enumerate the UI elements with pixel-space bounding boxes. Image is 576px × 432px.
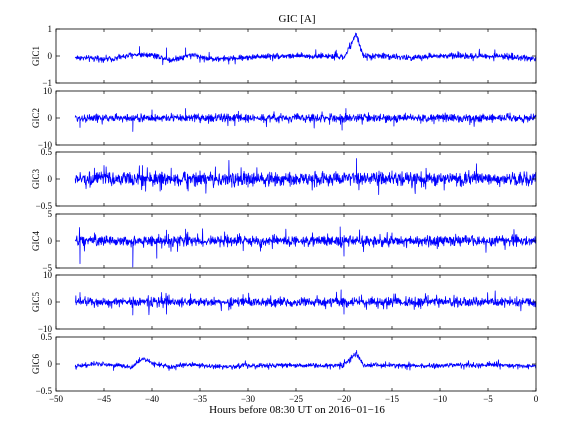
y-tick-label: 10 — [43, 270, 53, 280]
y-tick-label: 0 — [48, 236, 53, 246]
y-tick-label: 0 — [48, 297, 53, 307]
y-tick-label: 5 — [48, 209, 53, 219]
x-tick-label: −25 — [289, 394, 304, 404]
panel-frame — [55, 336, 537, 392]
chart-title: GIC [A] — [279, 13, 316, 25]
x-tick-label: −20 — [337, 394, 352, 404]
x-tick-label: −45 — [97, 394, 112, 404]
panel-1: 1 0 −1 GIC1 — [31, 24, 537, 88]
panel-5: 10 0 −10 GIC5 — [31, 270, 537, 334]
series-line-gic2 — [74, 108, 537, 132]
y-axis-label: GIC2 — [31, 108, 41, 128]
series-line-gic1 — [74, 32, 537, 66]
y-tick-label: 0 — [48, 174, 53, 184]
y-tick-label: −0.5 — [36, 201, 53, 211]
y-tick-label: 1 — [48, 24, 53, 34]
panel-3: 0.5 0 −0.5 GIC3 — [31, 147, 537, 211]
series-line-gic5 — [74, 289, 537, 316]
panel-2: 10 0 −10 GIC2 — [31, 86, 537, 150]
series-line-gic4 — [74, 226, 537, 268]
y-tick-label: −10 — [38, 324, 53, 334]
y-tick-label: −5 — [42, 263, 52, 273]
y-tick-label: 0 — [48, 51, 53, 61]
y-tick-label: −1 — [42, 78, 52, 88]
x-tick-label: −30 — [241, 394, 256, 404]
y-axis-label: GIC6 — [31, 354, 41, 374]
y-axis-label: GIC5 — [31, 292, 41, 312]
x-axis-label: Hours before 08:30 UT on 2016−01−16 — [209, 404, 385, 416]
y-tick-label: −10 — [38, 140, 53, 150]
x-tick-label: −40 — [145, 394, 160, 404]
panel-4: 5 0 −5 GIC4 — [31, 209, 537, 273]
y-tick-label: 0 — [48, 113, 53, 123]
series-line-gic6 — [74, 349, 537, 371]
panel-6: 0.5 0 −0.5 GIC6 — [31, 332, 537, 396]
y-tick-label: 0.5 — [41, 147, 53, 157]
panels: 10−1GIC1100−10GIC20.50−0.5GIC350−5GIC410… — [31, 24, 537, 396]
x-tick-label: −5 — [483, 394, 493, 404]
x-tick-label: −35 — [193, 394, 208, 404]
x-tick-label: 0 — [534, 394, 539, 404]
y-tick-label: 10 — [43, 86, 53, 96]
y-tick-label: −0.5 — [36, 386, 53, 396]
x-axis: −50 −45 −40 −35 −30 −25 −20 −15 −10 −5 0 — [49, 394, 539, 404]
y-axis-label: GIC3 — [31, 169, 41, 189]
y-axis-label: GIC1 — [31, 46, 41, 66]
y-tick-label: 0 — [48, 359, 53, 369]
x-tick-label: −10 — [433, 394, 448, 404]
y-axis-label: GIC4 — [31, 231, 41, 251]
series-line-gic3 — [74, 158, 537, 196]
x-tick-label: −50 — [49, 394, 64, 404]
x-tick-label: −15 — [385, 394, 400, 404]
y-tick-label: 0.5 — [41, 332, 53, 342]
